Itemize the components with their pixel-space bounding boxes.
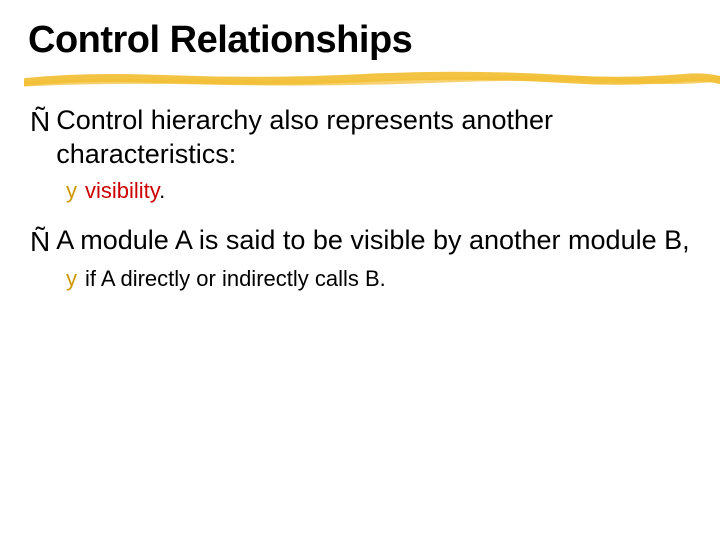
- subbullet-post: .: [159, 178, 165, 203]
- subbullet-text: if A directly or indirectly calls B.: [85, 265, 386, 294]
- bullet-text: Control hierarchy also represents anothe…: [56, 104, 692, 172]
- slide-title: Control Relationships: [28, 20, 692, 62]
- subbullet-mark: y: [66, 265, 77, 294]
- title-underline: [24, 66, 720, 92]
- subbullet-mark: y: [66, 177, 77, 206]
- bullet-text: A module A is said to be visible by anot…: [56, 224, 689, 258]
- content-area: Ñ Control hierarchy also represents anot…: [28, 104, 692, 294]
- bullet-level1: Ñ A module A is said to be visible by an…: [30, 224, 692, 259]
- slide: Control Relationships Ñ Control hierarch…: [0, 0, 720, 540]
- bullet-mark: Ñ: [30, 104, 50, 139]
- bullet-mark: Ñ: [30, 224, 50, 259]
- subbullet-text: visibility.: [85, 177, 165, 206]
- bullet-level1: Ñ Control hierarchy also represents anot…: [30, 104, 692, 172]
- bullet-level2: y if A directly or indirectly calls B.: [30, 265, 692, 294]
- title-block: Control Relationships: [28, 20, 692, 62]
- bullet-level2: y visibility.: [30, 177, 692, 206]
- emphasis-text: visibility: [85, 178, 159, 203]
